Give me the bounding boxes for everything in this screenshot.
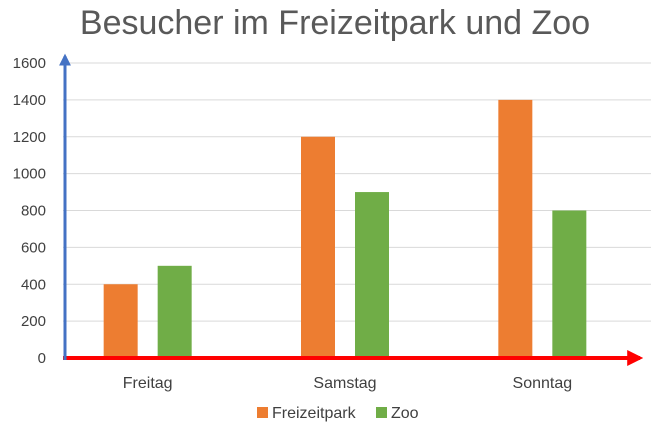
legend-swatch-freizeitpark: [257, 407, 268, 418]
y-tick-label: 800: [21, 203, 46, 220]
y-tick-label: 1400: [13, 92, 46, 109]
x-category-label: Sonntag: [513, 375, 573, 392]
y-tick-labels: 0 200 400 600 800 1000 1200 1400 1600: [13, 55, 46, 367]
y-tick-label: 1000: [13, 166, 46, 183]
x-category-label: Freitag: [123, 375, 173, 392]
legend-label-freizeitpark: Freizeitpark: [272, 405, 357, 422]
y-tick-label: 0: [38, 350, 46, 367]
y-tick-label: 400: [21, 276, 46, 293]
legend-label-zoo: Zoo: [391, 405, 419, 422]
bar-zoo-freitag: [157, 265, 192, 358]
bar-freizeitpark-samstag: [301, 136, 335, 358]
bars: [103, 99, 587, 358]
axes: [59, 53, 644, 366]
bar-zoo-sonntag: [552, 210, 587, 358]
category-labels: Freitag Samstag Sonntag: [123, 375, 572, 392]
legend-swatch-zoo: [376, 407, 387, 418]
chart-title: Besucher im Freizeitpark und Zoo: [80, 4, 590, 42]
y-tick-label: 600: [21, 239, 46, 256]
bar-freizeitpark-freitag: [103, 284, 138, 358]
y-tick-label: 1200: [13, 129, 46, 146]
legend: Freizeitpark Zoo: [257, 405, 419, 422]
bar-freizeitpark-sonntag: [498, 99, 533, 358]
x-category-label: Samstag: [313, 375, 376, 392]
y-tick-label: 200: [21, 313, 46, 330]
y-tick-label: 1600: [13, 55, 46, 72]
bar-zoo-samstag: [355, 192, 389, 358]
